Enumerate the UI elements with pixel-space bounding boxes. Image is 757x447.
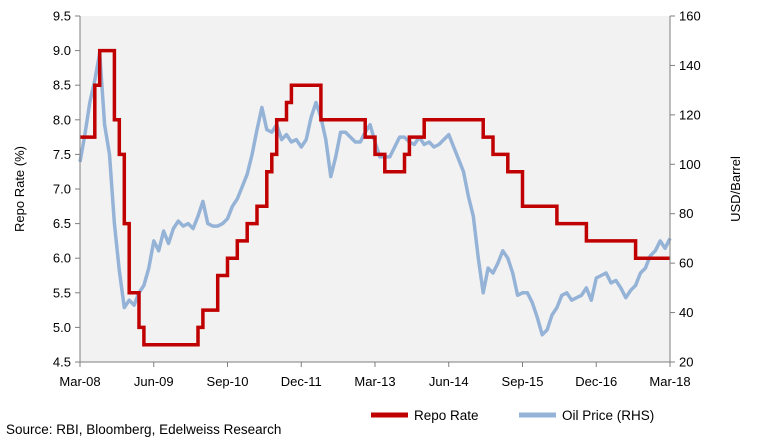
x-tick-label: Mar-13 <box>354 374 395 389</box>
right-tick-label: 80 <box>679 206 693 221</box>
right-tick-label: 160 <box>679 9 701 24</box>
left-axis-label: Repo Rate (%) <box>12 146 27 232</box>
x-tick-label: Mar-18 <box>649 374 690 389</box>
legend-label-repo: Repo Rate <box>414 408 479 423</box>
left-tick-label: 4.5 <box>53 355 71 370</box>
x-tick-label: Dec-16 <box>575 374 617 389</box>
repo-series-layer <box>80 48 670 347</box>
x-tick-label: Sep-10 <box>207 374 249 389</box>
x-axis-ticks: Mar-08 Jun-09 Sep-10 Dec-11 Mar-13 Jun-14 Sep-… <box>59 362 691 389</box>
right-tick-label: 140 <box>679 58 701 73</box>
right-tick-label: 120 <box>679 107 701 122</box>
legend-label-oil: Oil Price (RHS) <box>562 408 654 423</box>
left-tick-label: 7.0 <box>53 182 71 197</box>
left-tick-label: 9.0 <box>53 43 71 58</box>
x-tick-label: Dec-11 <box>281 374 322 389</box>
left-tick-label: 5.0 <box>53 320 71 335</box>
right-tick-label: 60 <box>679 256 693 271</box>
left-tick-label: 9.5 <box>53 9 71 24</box>
repo-rate-line <box>80 48 670 347</box>
left-axis-ticks: 4.5 5.0 5.5 6.0 6.5 7.0 7.5 8.0 8.5 9.0 9.5 <box>53 9 80 370</box>
left-tick-label: 7.5 <box>53 147 71 162</box>
legend: Repo Rate Oil Price (RHS) <box>371 408 654 423</box>
left-tick-label: 6.5 <box>53 216 71 231</box>
x-tick-label: Jun-14 <box>429 374 469 389</box>
left-tick-label: 6.0 <box>53 251 71 266</box>
right-tick-label: 40 <box>679 305 693 320</box>
right-axis-label: USD/Barrel <box>728 156 743 222</box>
x-tick-label: Sep-15 <box>502 374 544 389</box>
plot-area <box>80 16 670 362</box>
right-tick-label: 100 <box>679 157 701 172</box>
x-tick-label: Jun-09 <box>134 374 174 389</box>
right-tick-label: 20 <box>679 355 693 370</box>
left-tick-label: 8.5 <box>53 78 71 93</box>
left-tick-label: 5.5 <box>53 285 71 300</box>
x-tick-label: Mar-08 <box>59 374 100 389</box>
left-tick-label: 8.0 <box>53 112 71 127</box>
source-note: Source: RBI, Bloomberg, Edelweiss Resear… <box>6 422 282 437</box>
right-axis-ticks: 20 40 60 80 100 120 140 160 <box>670 9 701 370</box>
